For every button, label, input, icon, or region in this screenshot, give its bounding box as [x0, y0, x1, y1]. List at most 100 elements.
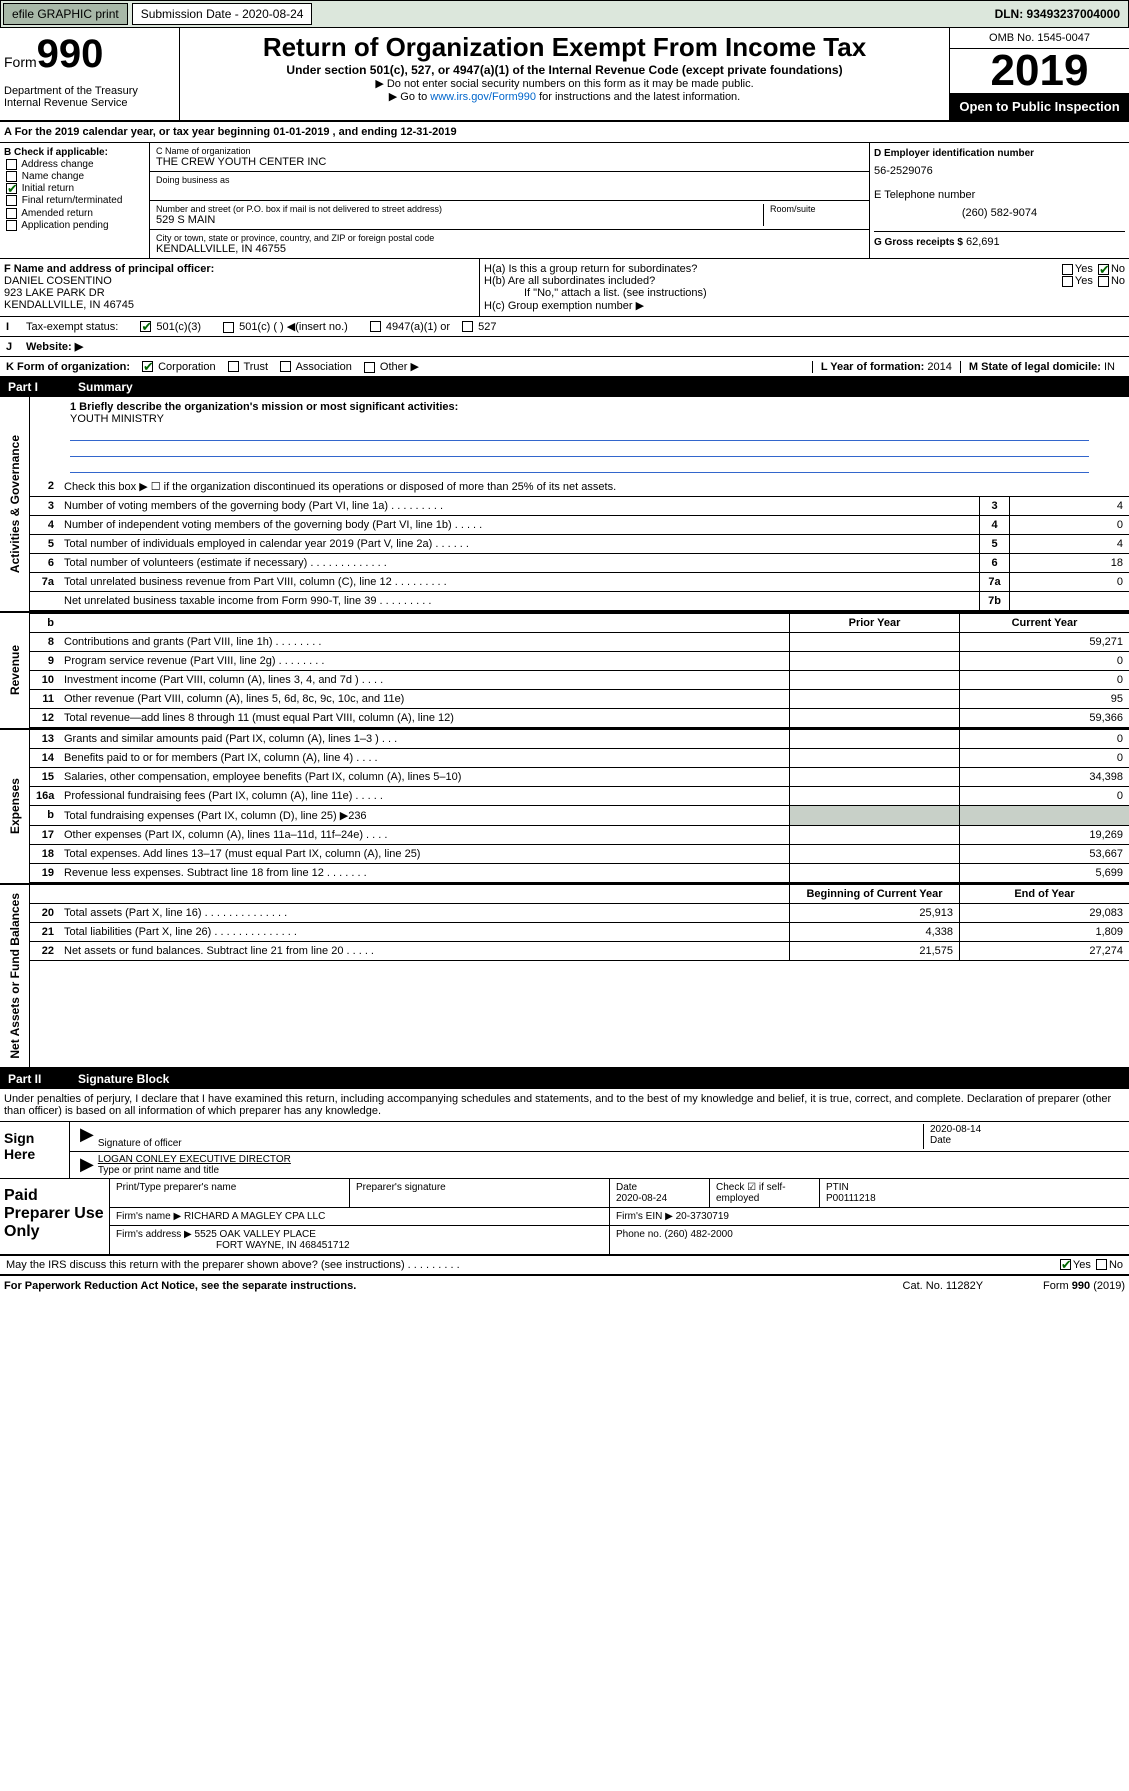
dln-label: DLN: 93493237004000 — [995, 7, 1126, 21]
chk-address-change[interactable]: Address change — [4, 159, 145, 170]
ptin-label: PTIN — [826, 1182, 849, 1193]
form-subtitle: Under section 501(c), 527, or 4947(a)(1)… — [184, 63, 945, 77]
street-label: Number and street (or P.O. box if mail i… — [156, 204, 763, 214]
discuss-question: May the IRS discuss this return with the… — [6, 1259, 460, 1271]
header-title-block: Return of Organization Exempt From Incom… — [180, 28, 949, 120]
firm-ein: 20-3730719 — [676, 1211, 729, 1222]
org-name-label: C Name of organization — [156, 146, 863, 156]
box-k-label: K Form of organization: — [6, 361, 130, 373]
summary-line: 20Total assets (Part X, line 16) . . . .… — [30, 904, 1129, 923]
form-version: Form 990 (2019) — [1043, 1280, 1125, 1292]
summary-governance: Activities & Governance 1 Briefly descri… — [0, 397, 1129, 613]
summary-line: 17Other expenses (Part IX, column (A), l… — [30, 826, 1129, 845]
vert-governance-label: Activities & Governance — [4, 427, 26, 581]
chk-527[interactable] — [462, 321, 473, 332]
prep-date-value: 2020-08-24 — [616, 1193, 667, 1204]
chk-initial-return[interactable]: Initial return — [4, 183, 145, 194]
org-name: THE CREW YOUTH CENTER INC — [156, 156, 863, 168]
summary-line: bTotal fundraising expenses (Part IX, co… — [30, 806, 1129, 826]
mission-value: YOUTH MINISTRY — [70, 413, 1089, 425]
box-b-title: B Check if applicable: — [4, 147, 145, 158]
website-row: J Website: ▶ — [0, 337, 1129, 357]
chk-4947[interactable] — [370, 321, 381, 332]
summary-line: 12Total revenue—add lines 8 through 11 (… — [30, 709, 1129, 728]
summary-line: 3Number of voting members of the governi… — [30, 497, 1129, 516]
prep-name-header: Print/Type preparer's name — [110, 1179, 350, 1207]
summary-line: 6Total number of volunteers (estimate if… — [30, 554, 1129, 573]
chk-corporation[interactable] — [142, 361, 153, 372]
arrow-icon: ▶ — [76, 1154, 98, 1176]
part2-header: Part II Signature Block — [0, 1069, 1129, 1089]
dba-label: Doing business as — [156, 175, 863, 185]
chk-name-change[interactable]: Name change — [4, 171, 145, 182]
officer-addr2: KENDALLVILLE, IN 46745 — [4, 299, 475, 311]
vert-net-assets-label: Net Assets or Fund Balances — [4, 885, 26, 1067]
section-fh-row: F Name and address of principal officer:… — [0, 259, 1129, 317]
summary-line: 10Investment income (Part VIII, column (… — [30, 671, 1129, 690]
summary-line: 18Total expenses. Add lines 13–17 (must … — [30, 845, 1129, 864]
box-f: F Name and address of principal officer:… — [0, 259, 480, 316]
paid-preparer-block: Paid Preparer Use Only Print/Type prepar… — [0, 1179, 1129, 1256]
chk-amended[interactable]: Amended return — [4, 208, 145, 219]
summary-line: 15Salaries, other compensation, employee… — [30, 768, 1129, 787]
instructions-note: ▶ Go to www.irs.gov/Form990 for instruct… — [184, 90, 945, 103]
instructions-link[interactable]: www.irs.gov/Form990 — [430, 91, 536, 103]
gross-receipts-label: G Gross receipts $ — [874, 237, 963, 248]
summary-revenue: Revenue b Prior Year Current Year 8Contr… — [0, 613, 1129, 730]
summary-line: 9Program service revenue (Part VIII, lin… — [30, 652, 1129, 671]
city-state-zip: KENDALLVILLE, IN 46755 — [156, 243, 863, 255]
chk-501c3[interactable] — [140, 321, 151, 332]
firm-phone-label: Phone no. — [616, 1229, 662, 1240]
sign-date: 2020-08-14 — [930, 1124, 1123, 1135]
chk-application-pending[interactable]: Application pending — [4, 220, 145, 231]
gross-receipts-value: 62,691 — [966, 236, 1000, 248]
hb-label: H(b) Are all subordinates included? — [484, 275, 655, 287]
efile-print-button[interactable]: efile GRAPHIC print — [3, 3, 128, 25]
ha-label: H(a) Is this a group return for subordin… — [484, 263, 697, 275]
summary-line: 4Number of independent voting members of… — [30, 516, 1129, 535]
form-number-block: Form990 Department of the Treasury Inter… — [0, 28, 180, 120]
firm-ein-label: Firm's EIN ▶ — [616, 1211, 673, 1222]
hb-note: If "No," attach a list. (see instruction… — [484, 287, 1125, 299]
part1-header: Part I Summary — [0, 377, 1129, 397]
summary-line: 21Total liabilities (Part X, line 26) . … — [30, 923, 1129, 942]
form-number: 990 — [37, 32, 104, 76]
col-current-year: Current Year — [959, 614, 1129, 632]
col-prior-year: Prior Year — [789, 614, 959, 632]
hc-label: H(c) Group exemption number ▶ — [484, 299, 1125, 312]
sign-here-label: Sign Here — [0, 1122, 70, 1178]
chk-discuss-yes[interactable] — [1060, 1259, 1071, 1270]
submission-date: Submission Date - 2020-08-24 — [132, 3, 313, 25]
sign-here-block: Sign Here ▶ Signature of officer 2020-08… — [0, 1122, 1129, 1179]
chk-discuss-no[interactable] — [1096, 1259, 1107, 1270]
firm-addr-label: Firm's address ▶ — [116, 1229, 192, 1240]
chk-final-return[interactable]: Final return/terminated — [4, 195, 145, 206]
street-address: 529 S MAIN — [156, 214, 763, 226]
chk-501c[interactable] — [223, 322, 234, 333]
vert-revenue-label: Revenue — [4, 637, 26, 703]
firm-addr1: 5525 OAK VALLEY PLACE — [195, 1229, 316, 1240]
chk-other[interactable] — [364, 362, 375, 373]
firm-name-label: Firm's name ▶ — [116, 1211, 181, 1222]
ein-value: 56-2529076 — [874, 159, 1125, 189]
box-d-e-g: D Employer identification number 56-2529… — [869, 143, 1129, 258]
summary-line: 2Check this box ▶ ☐ if the organization … — [30, 477, 1129, 497]
chk-association[interactable] — [280, 361, 291, 372]
part1-title: Summary — [78, 380, 133, 394]
firm-name: RICHARD A MAGLEY CPA LLC — [184, 1211, 325, 1222]
tax-year: 2019 — [950, 49, 1129, 93]
summary-line: 8Contributions and grants (Part VIII, li… — [30, 633, 1129, 652]
summary-line: 14Benefits paid to or for members (Part … — [30, 749, 1129, 768]
form-header: Form990 Department of the Treasury Inter… — [0, 28, 1129, 122]
summary-line: 11Other revenue (Part VIII, column (A), … — [30, 690, 1129, 709]
tax-exempt-status-row: I Tax-exempt status: 501(c)(3) 501(c) ( … — [0, 317, 1129, 337]
chk-trust[interactable] — [228, 361, 239, 372]
year-formation-value: 2014 — [927, 361, 951, 373]
paperwork-notice: For Paperwork Reduction Act Notice, see … — [4, 1280, 356, 1292]
summary-net-assets: Net Assets or Fund Balances Beginning of… — [0, 885, 1129, 1069]
section-bcd-row: B Check if applicable: Address change Na… — [0, 143, 1129, 259]
header-right-block: OMB No. 1545-0047 2019 Open to Public In… — [949, 28, 1129, 120]
open-public-badge: Open to Public Inspection — [950, 93, 1129, 120]
summary-line: 16aProfessional fundraising fees (Part I… — [30, 787, 1129, 806]
state-domicile-label: M State of legal domicile: — [969, 361, 1101, 373]
